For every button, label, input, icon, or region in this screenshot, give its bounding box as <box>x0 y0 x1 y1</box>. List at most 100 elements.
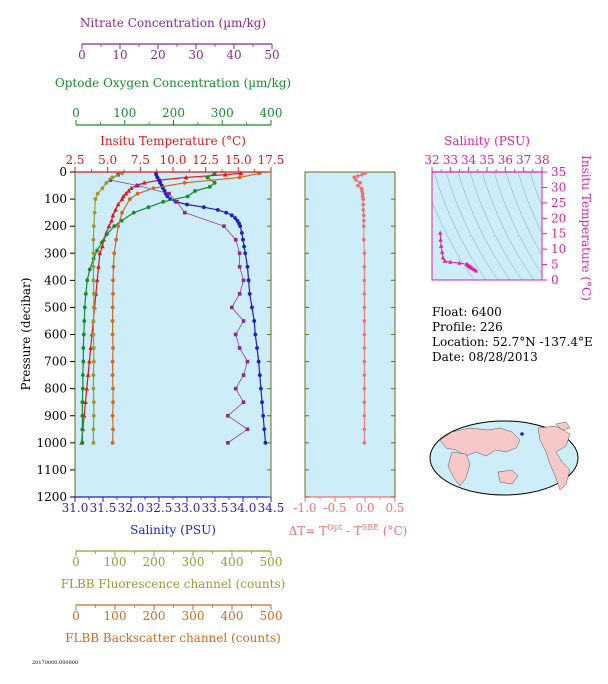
backscatter-point <box>111 386 115 391</box>
delta-title-c: (°C) <box>379 524 407 538</box>
backscatter-point <box>110 332 115 337</box>
salinity-point <box>252 319 257 323</box>
temperature-point <box>115 202 121 207</box>
oxygen-point <box>82 319 87 323</box>
backscatter-point <box>110 359 115 364</box>
backscatter-point <box>110 413 115 418</box>
salinity-point <box>239 231 244 235</box>
temperature-point <box>183 174 189 180</box>
delta-point <box>361 208 366 212</box>
nitrate-tick-label: 20 <box>150 48 165 62</box>
delta-point <box>362 427 367 432</box>
map-land-americas <box>537 425 571 491</box>
fluorescence-point <box>100 186 105 191</box>
nitrate-tick-label: 30 <box>188 48 203 62</box>
temperature-tick-label: 5.0 <box>98 153 117 167</box>
world-map <box>429 420 579 496</box>
ts-point <box>457 260 462 265</box>
salinity-point <box>233 216 238 220</box>
ts-salinity-tick-label: 35 <box>479 153 494 167</box>
salinity-tick-label: 34.0 <box>230 501 257 515</box>
delta-point <box>362 441 367 445</box>
delta-point <box>360 191 365 196</box>
delta-point <box>362 305 367 310</box>
info-date: Date: 08/28/2013 <box>432 350 538 364</box>
backscatter-tick-label: 200 <box>143 609 166 623</box>
temperature-point <box>97 250 103 256</box>
fluorescence-point <box>91 373 96 378</box>
backscatter-point <box>111 346 115 350</box>
nitrate-tick-label: 0 <box>78 48 86 62</box>
temperature-point <box>85 372 91 377</box>
backscatter-line <box>112 172 260 443</box>
fluorescence-tick-label: 500 <box>260 555 283 569</box>
ts-density-contours <box>432 172 542 280</box>
salinity-point <box>242 244 247 249</box>
temperature-tick-label: 2.5 <box>65 153 84 167</box>
salinity-tick-label: 31.5 <box>90 501 117 515</box>
temperature-point <box>119 196 125 201</box>
temperature-point <box>100 243 105 249</box>
isopycnal-line <box>517 172 542 234</box>
temperature-axis-title: Insitu Temperature (°C) <box>100 134 246 148</box>
pressure-tick-label: 700 <box>44 355 67 369</box>
nitrate-point <box>237 346 242 350</box>
isopycnal-line <box>445 172 499 280</box>
salinity-point <box>253 332 258 337</box>
fluorescence-point <box>91 359 96 364</box>
ts-temperature-tick-label: 0 <box>551 273 559 287</box>
main-plot-area <box>75 172 271 497</box>
delta-point <box>356 174 360 178</box>
pressure-tick-label: 800 <box>44 382 67 396</box>
salinity-point <box>247 291 252 296</box>
nitrate-point <box>226 413 230 418</box>
oxygen-point <box>119 218 124 223</box>
fluorescence-point <box>93 197 98 201</box>
nitrate-point <box>241 319 246 323</box>
ts-series-layer <box>438 230 479 273</box>
backscatter-tick-label: 0 <box>72 609 80 623</box>
ts-temperature-axis-title: Insitu Temperature (°C) <box>579 155 593 301</box>
backscatter-point <box>110 319 115 323</box>
fluorescence-point <box>95 191 100 196</box>
fluorescence-point <box>91 319 96 323</box>
ts-temperature-tick-label: 20 <box>551 211 566 225</box>
salinity-point <box>224 210 229 215</box>
ts-point <box>438 237 443 242</box>
oxygen-point <box>161 199 166 204</box>
salinity-point <box>245 264 250 269</box>
backscatter-point <box>127 197 132 201</box>
delta-point <box>354 178 358 182</box>
pressure-tick-label: 900 <box>44 409 67 423</box>
oxygen-point <box>104 232 109 237</box>
salinity-tick-label: 32.5 <box>146 501 173 515</box>
ts-point <box>439 249 445 254</box>
oxygen-point <box>81 359 86 364</box>
delta-point <box>361 197 366 201</box>
delta-point <box>362 359 367 364</box>
delta-series-layer <box>352 171 367 445</box>
ts-temperature-tick-label: 10 <box>551 242 566 256</box>
salinity-point <box>201 205 206 210</box>
delta-point <box>362 218 366 223</box>
isopycnal-line <box>493 172 542 275</box>
backscatter-point <box>116 224 121 229</box>
fluorescence-point <box>92 210 97 215</box>
isopycnal-line <box>432 200 475 280</box>
float-location-marker <box>520 432 524 436</box>
delta-point <box>362 346 367 350</box>
backscatter-point <box>111 427 115 432</box>
temperature-tick-label: 17.5 <box>258 153 285 167</box>
backscatter-point <box>120 210 124 215</box>
nitrate-point <box>237 264 242 269</box>
map-land-africa <box>447 451 471 487</box>
temperature-point <box>126 188 131 193</box>
main-series-layer <box>79 170 268 445</box>
oxygen-point <box>212 180 217 185</box>
oxygen-point <box>80 413 85 418</box>
fluorescence-point <box>91 278 96 283</box>
isopycnal-line <box>469 172 523 280</box>
salinity-point <box>185 202 189 207</box>
fluorescence-point <box>91 305 96 310</box>
